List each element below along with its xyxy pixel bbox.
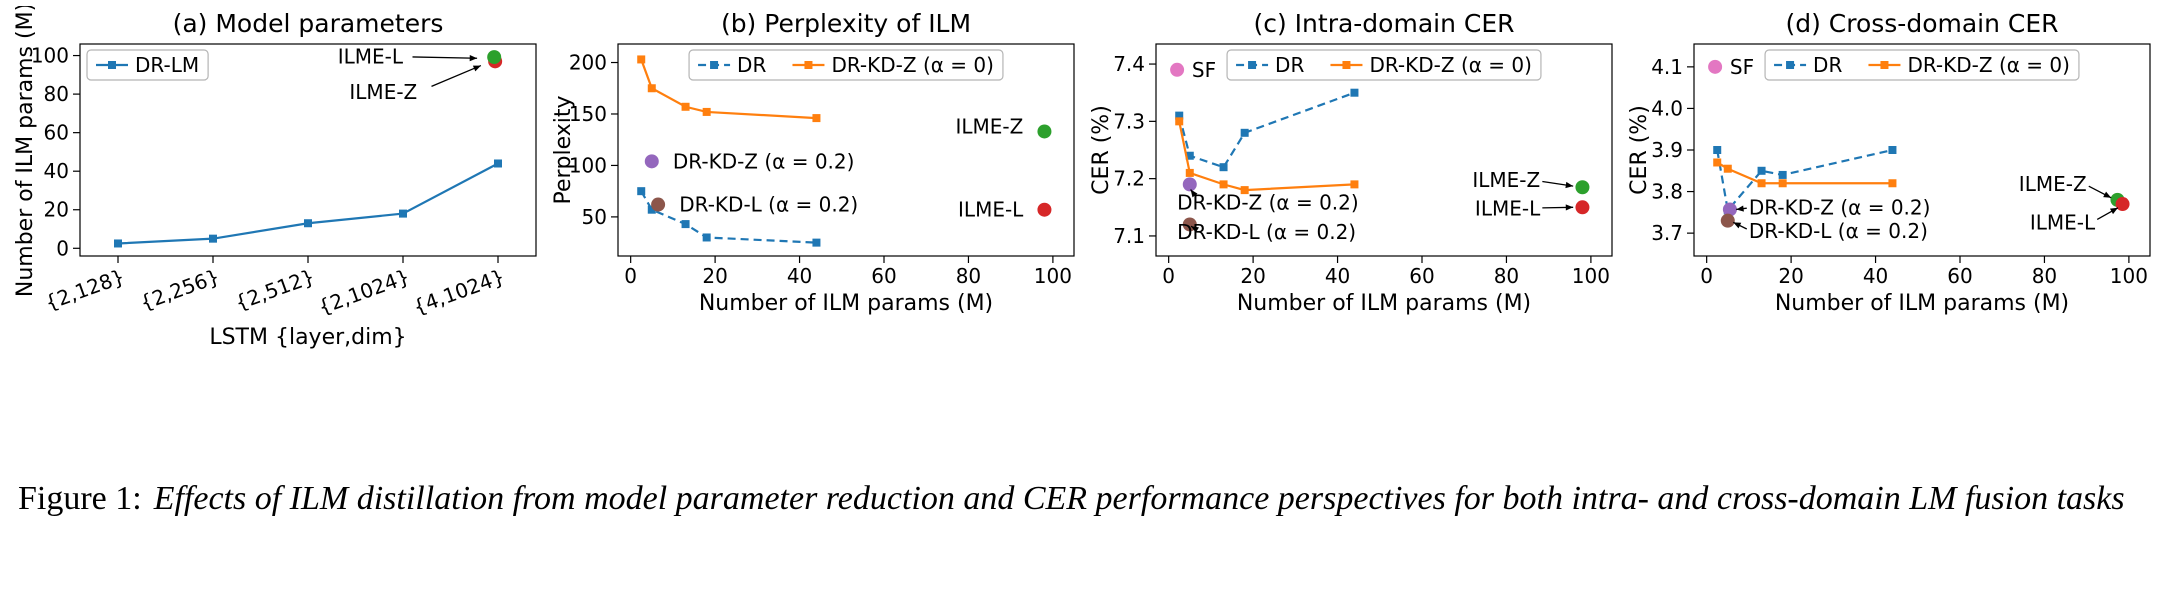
chart-panel-d: (d) Cross-domain CER 3.7 3.8 3.9 4.0 4.1 0 20 40… — [1627, 6, 2164, 324]
svg-text:DR-LM: DR-LM — [135, 53, 199, 77]
caption-label: Figure 1: — [18, 480, 142, 517]
svg-text:DR-KD-Z (α = 0): DR-KD-Z (α = 0) — [1907, 53, 2069, 77]
svg-text:100: 100 — [31, 44, 69, 68]
svg-text:SF: SF — [1730, 55, 1754, 79]
svg-text:(b) Perplexity of ILM: (b) Perplexity of ILM — [721, 9, 971, 38]
svg-text:40: 40 — [1325, 264, 1350, 288]
svg-text:DR: DR — [1813, 53, 1842, 77]
svg-text:20: 20 — [1778, 264, 1803, 288]
svg-text:DR-KD-Z (α = 0.2): DR-KD-Z (α = 0.2) — [673, 149, 855, 173]
svg-text:80: 80 — [2032, 264, 2057, 288]
svg-text:(c) Intra-domain CER: (c) Intra-domain CER — [1253, 9, 1514, 38]
chart-svg: (d) Cross-domain CER 3.7 3.8 3.9 4.0 4.1 0 20 40… — [1627, 9, 2151, 316]
svg-text:DR-KD-Z (α = 0): DR-KD-Z (α = 0) — [1369, 53, 1531, 77]
svg-text:ILME-L: ILME-L — [1475, 196, 1541, 220]
chart-panel-c: (c) Intra-domain CER 7.1 7.2 7.3 7.4 0 20 40 60 8… — [1089, 6, 1626, 324]
svg-text:ILME-Z: ILME-Z — [1472, 168, 1540, 192]
chart-panel-a: (a) Model parameters 0 20 40 60 80 100 {2,128}{… — [13, 3, 550, 358]
svg-text:4.0: 4.0 — [1651, 96, 1683, 120]
svg-text:100: 100 — [569, 153, 607, 177]
svg-text:ILME-Z: ILME-Z — [2019, 172, 2087, 196]
svg-text:ILME-Z: ILME-Z — [349, 80, 417, 104]
svg-text:(a) Model parameters: (a) Model parameters — [173, 9, 444, 38]
svg-text:ILME-L: ILME-L — [2030, 210, 2096, 234]
chart-svg: (c) Intra-domain CER 7.1 7.2 7.3 7.4 0 20 40 60 8… — [1089, 9, 1613, 316]
svg-text:{2,512}: {2,512} — [232, 264, 318, 315]
chart-panel-b: (b) Perplexity of ILM 50 100 150 200 0 20 40 60 8… — [551, 6, 1088, 324]
svg-text:Number of ILM params (M): Number of ILM params (M) — [1775, 291, 2069, 316]
svg-text:0: 0 — [1162, 264, 1175, 288]
svg-text:SF: SF — [1192, 58, 1216, 82]
svg-text:DR-KD-Z (α = 0.2): DR-KD-Z (α = 0.2) — [1749, 195, 1931, 219]
svg-text:Number of ILM params (M): Number of ILM params (M) — [699, 291, 993, 316]
svg-text:CER (%): CER (%) — [1628, 105, 1652, 195]
svg-text:4.1: 4.1 — [1651, 55, 1683, 79]
svg-text:50: 50 — [582, 205, 607, 229]
svg-text:150: 150 — [569, 102, 607, 126]
svg-text:20: 20 — [1240, 264, 1265, 288]
svg-text:100: 100 — [2110, 264, 2148, 288]
svg-text:0: 0 — [56, 236, 69, 260]
svg-text:ILME-L: ILME-L — [958, 198, 1024, 222]
svg-text:(d) Cross-domain CER: (d) Cross-domain CER — [1785, 9, 2058, 38]
svg-text:20: 20 — [44, 198, 69, 222]
svg-text:40: 40 — [44, 159, 69, 183]
figure-charts-row: (a) Model parameters 0 20 40 60 80 100 {2,128}{… — [13, 3, 2164, 358]
svg-text:DR: DR — [737, 53, 766, 77]
svg-text:200: 200 — [569, 51, 607, 75]
figure-caption: Figure 1: Effects of ILM distillation fro… — [18, 476, 2156, 523]
svg-text:0: 0 — [1700, 264, 1713, 288]
svg-text:7.4: 7.4 — [1113, 52, 1145, 76]
svg-text:60: 60 — [1947, 264, 1972, 288]
svg-text:100: 100 — [1572, 264, 1610, 288]
svg-text:60: 60 — [871, 264, 896, 288]
svg-text:7.1: 7.1 — [1113, 224, 1145, 248]
svg-text:7.2: 7.2 — [1113, 167, 1145, 191]
svg-text:3.8: 3.8 — [1651, 180, 1683, 204]
svg-text:ILME-Z: ILME-Z — [955, 114, 1023, 138]
chart-svg: (a) Model parameters020406080100{2,128}{… — [13, 3, 537, 350]
svg-text:100: 100 — [1034, 264, 1072, 288]
svg-text:40: 40 — [1863, 264, 1888, 288]
svg-text:7.3: 7.3 — [1113, 109, 1145, 133]
svg-text:60: 60 — [1409, 264, 1434, 288]
svg-text:ILME-L: ILME-L — [338, 45, 404, 69]
svg-text:DR-KD-L (α = 0.2): DR-KD-L (α = 0.2) — [1749, 219, 1928, 243]
legend: DR DR-KD-Z (α = 0) — [698, 53, 994, 77]
svg-text:DR-KD-L (α = 0.2): DR-KD-L (α = 0.2) — [679, 193, 858, 217]
svg-text:Number of ILM params (M): Number of ILM params (M) — [1237, 291, 1531, 316]
svg-text:{2,256}: {2,256} — [137, 264, 223, 315]
svg-text:DR: DR — [1275, 53, 1304, 77]
svg-text:DR-KD-Z (α = 0.2): DR-KD-Z (α = 0.2) — [1177, 191, 1359, 215]
svg-text:Perplexity: Perplexity — [552, 95, 576, 204]
svg-text:40: 40 — [787, 264, 812, 288]
svg-text:{4,1024}: {4,1024} — [410, 264, 508, 319]
chart-svg: (b) Perplexity of ILM 50 100 150 200 0 20 40 60 8… — [551, 9, 1075, 316]
svg-text:0: 0 — [624, 264, 637, 288]
svg-text:20: 20 — [702, 264, 727, 288]
legend: DR DR-KD-Z (α = 0) — [1236, 53, 1532, 77]
svg-text:3.9: 3.9 — [1651, 138, 1683, 162]
legend: DR-LM — [96, 53, 199, 77]
svg-text:3.7: 3.7 — [1651, 221, 1683, 245]
svg-text:CER (%): CER (%) — [1090, 105, 1114, 195]
svg-text:60: 60 — [44, 121, 69, 145]
svg-text:DR-KD-Z (α = 0): DR-KD-Z (α = 0) — [831, 53, 993, 77]
svg-text:Number of ILM params (M): Number of ILM params (M) — [14, 6, 38, 297]
svg-text:{2,1024}: {2,1024} — [315, 264, 413, 319]
svg-text:80: 80 — [1494, 264, 1519, 288]
svg-text:DR-KD-L (α = 0.2): DR-KD-L (α = 0.2) — [1177, 220, 1356, 244]
svg-text:LSTM {layer,dim}: LSTM {layer,dim} — [209, 325, 406, 350]
legend: DR DR-KD-Z (α = 0) — [1774, 53, 2070, 77]
svg-text:80: 80 — [956, 264, 981, 288]
caption-text: Effects of ILM distillation from model p… — [153, 480, 2125, 517]
svg-text:{2,128}: {2,128} — [42, 264, 128, 315]
svg-text:80: 80 — [44, 82, 69, 106]
